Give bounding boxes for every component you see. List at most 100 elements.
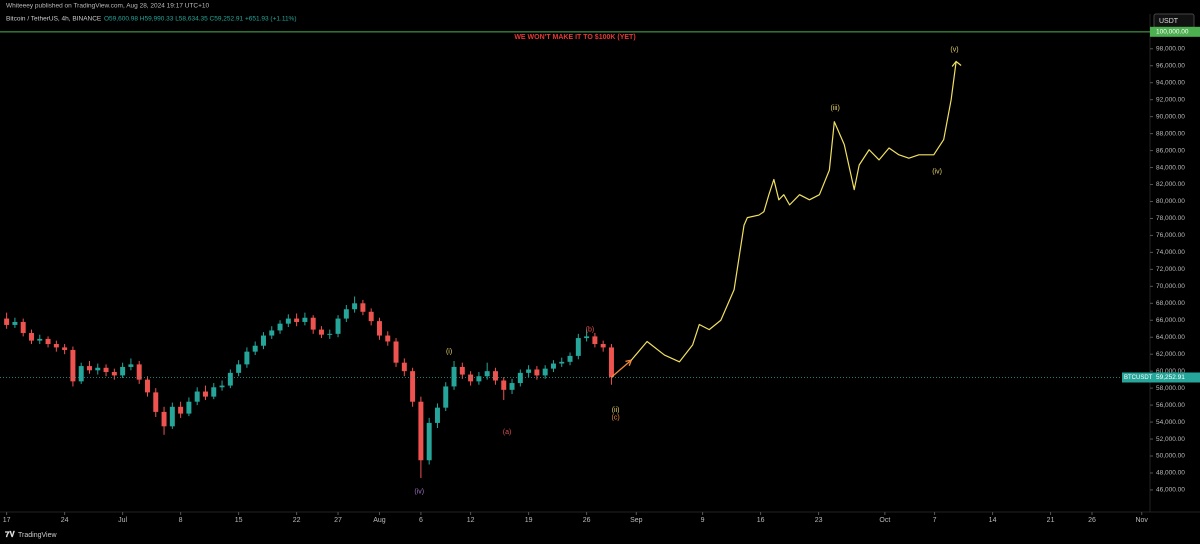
- candle-body: [534, 369, 540, 376]
- candle-body: [95, 367, 101, 371]
- x-tick-label: 14: [989, 517, 997, 524]
- candle-body: [468, 374, 474, 382]
- candle-body: [144, 379, 150, 393]
- candle-body: [302, 317, 308, 322]
- y-tick-label: 50,000.00: [1156, 453, 1185, 460]
- candle-body: [128, 364, 134, 367]
- x-tick-label: Oct: [879, 517, 890, 524]
- projection-line: [630, 61, 957, 363]
- x-tick-label: 15: [235, 517, 243, 524]
- candle-body: [327, 333, 333, 335]
- y-tick-label: 58,000.00: [1156, 385, 1185, 392]
- candle-body: [194, 391, 200, 402]
- candle-body: [310, 317, 316, 330]
- x-tick-label: 23: [815, 517, 823, 524]
- y-tick-label: 64,000.00: [1156, 334, 1185, 341]
- y-tick-label: 48,000.00: [1156, 470, 1185, 477]
- candle-body: [608, 347, 614, 378]
- candle-body: [343, 309, 349, 319]
- x-tick-label: 12: [467, 517, 475, 524]
- y-tick-label: 94,000.00: [1156, 79, 1185, 86]
- x-tick-label: 17: [3, 517, 11, 524]
- candle-body: [252, 345, 258, 352]
- projection-arrow-head: [951, 60, 962, 67]
- candle-body: [86, 366, 92, 371]
- candle-body: [294, 318, 300, 322]
- candle-body: [62, 347, 68, 350]
- y-tick-label: 54,000.00: [1156, 419, 1185, 426]
- candle-body: [492, 371, 498, 381]
- candle-body: [592, 336, 598, 345]
- candle-body: [509, 383, 515, 390]
- x-tick-label: Nov: [1135, 517, 1148, 524]
- candle-body: [45, 338, 51, 345]
- ohlc: O59,600.98 H59,990.33 L58,634.35 C59,252…: [104, 16, 297, 23]
- arrow-head: [625, 359, 633, 366]
- candle-body: [401, 362, 407, 372]
- chart-title: WE WON'T MAKE IT TO $100K (YET): [514, 34, 635, 41]
- y-tick-label: 90,000.00: [1156, 113, 1185, 120]
- wave-label: (v): [950, 46, 958, 53]
- y-tick-label: 76,000.00: [1156, 232, 1185, 239]
- candle-body: [484, 371, 490, 377]
- x-tick-label: 27: [334, 517, 342, 524]
- candle-body: [352, 303, 358, 310]
- candle-body: [335, 318, 341, 334]
- candle-body: [575, 338, 581, 356]
- x-tick-label: 6: [419, 517, 423, 524]
- candle-body: [202, 391, 208, 397]
- candle-body: [120, 366, 126, 376]
- wave-label: (a): [503, 429, 512, 436]
- candle-body: [103, 367, 109, 373]
- y-tick-label: 70,000.00: [1156, 283, 1185, 290]
- candle-body: [368, 311, 374, 322]
- candle-body: [53, 344, 59, 348]
- y-tick-label: 86,000.00: [1156, 147, 1185, 154]
- currency: USDT: [1159, 18, 1179, 25]
- candle-body: [111, 372, 117, 376]
- candle-body: [584, 336, 590, 339]
- y-tick-label: 68,000.00: [1156, 300, 1185, 307]
- y-tick-label: 46,000.00: [1156, 487, 1185, 494]
- x-tick-label: Sep: [630, 517, 643, 524]
- wave-label: (ii): [612, 407, 620, 414]
- logo: 𝟕𝐕: [5, 530, 15, 539]
- candle-body: [542, 368, 548, 376]
- symbol: Bitcoin / TetherUS, 4h, BINANCE: [6, 16, 102, 23]
- candle-body: [376, 321, 382, 336]
- candle-body: [567, 355, 573, 362]
- candle-body: [360, 303, 366, 312]
- candle-body: [559, 361, 565, 364]
- x-tick-label: Jul: [118, 517, 127, 524]
- y-tick-label: 84,000.00: [1156, 164, 1185, 171]
- candle-body: [434, 407, 440, 423]
- y-tick-label: 72,000.00: [1156, 266, 1185, 273]
- candle-body: [20, 321, 26, 333]
- x-tick-label: 8: [179, 517, 183, 524]
- candle-body: [550, 363, 556, 369]
- y-tick-label: 56,000.00: [1156, 402, 1185, 409]
- last-price-tag: [1122, 372, 1200, 383]
- y-tick-label: 82,000.00: [1156, 181, 1185, 188]
- x-tick-label: 9: [701, 517, 705, 524]
- y-tick-label: 98,000.00: [1156, 46, 1185, 53]
- wave-label: (iii): [830, 105, 839, 112]
- candle-body: [12, 321, 18, 325]
- y-tick-label: 74,000.00: [1156, 249, 1185, 256]
- candle-body: [410, 371, 416, 402]
- wave-label: (b): [586, 326, 595, 333]
- brand: TradingView: [18, 532, 57, 539]
- level-tag: [1150, 26, 1200, 37]
- x-tick-label: 19: [525, 517, 533, 524]
- candle-body: [501, 380, 507, 390]
- x-tick-label: 22: [293, 517, 301, 524]
- y-tick-label: 62,000.00: [1156, 351, 1185, 358]
- x-tick-label: 26: [583, 517, 591, 524]
- y-tick-label: 78,000.00: [1156, 215, 1185, 222]
- candle-body: [219, 385, 225, 388]
- wave-label: (i): [446, 348, 452, 355]
- candle-body: [526, 369, 532, 373]
- last-price-name: BTCUSDT: [1124, 375, 1153, 381]
